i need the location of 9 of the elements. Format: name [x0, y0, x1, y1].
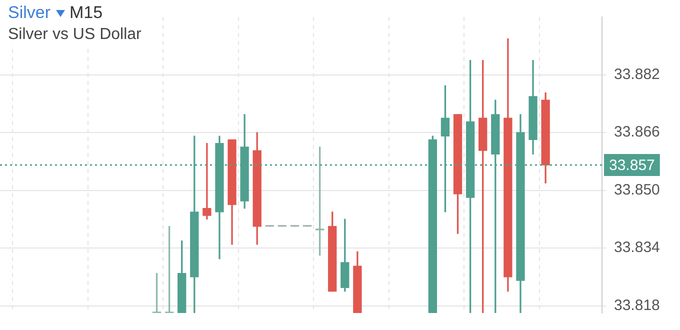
chart-title: Silver M15: [8, 2, 103, 24]
y-tick-label: 33.882: [614, 66, 660, 83]
y-tick-label: 33.850: [614, 181, 660, 198]
text: Silver vs US Dollar: [8, 25, 142, 45]
y-tick-label: 33.866: [614, 124, 660, 141]
candlestick: [202, 143, 212, 220]
y-tick-label: 33.818: [614, 296, 660, 314]
ref-line-label: 33.857: [609, 157, 655, 174]
y-tick-label: 33.834: [614, 239, 660, 256]
